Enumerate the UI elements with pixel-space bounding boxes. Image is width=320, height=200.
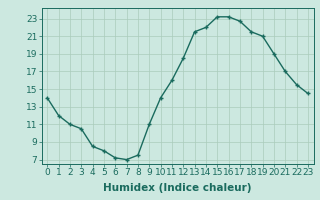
X-axis label: Humidex (Indice chaleur): Humidex (Indice chaleur): [103, 183, 252, 193]
